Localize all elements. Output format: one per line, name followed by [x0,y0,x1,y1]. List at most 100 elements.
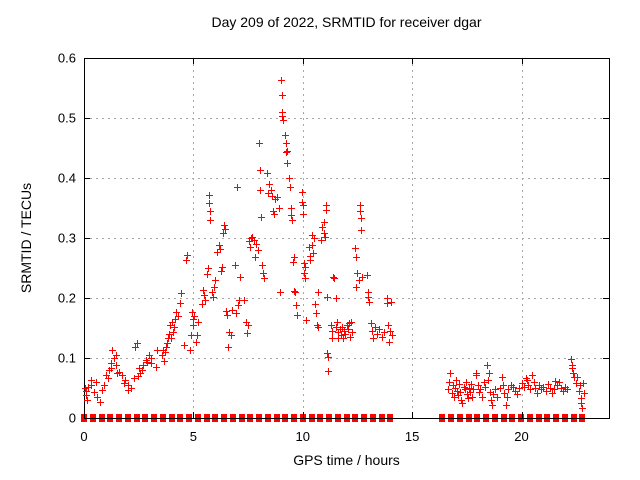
data-point [454,388,461,395]
data-point [521,384,528,391]
data-point [162,349,169,356]
data-point [259,262,266,269]
data-point [569,365,576,372]
data-point [291,254,298,261]
data-point [469,394,476,401]
grid-lines [84,58,609,418]
data-point [169,319,176,326]
data-point [113,352,120,359]
data-point [379,334,386,341]
data-point [188,332,195,339]
data-point [324,350,331,357]
data-point [256,140,263,147]
data-point [82,385,89,392]
data-point [389,332,396,339]
data-point [349,329,356,336]
data-point [205,265,212,272]
data-point [282,132,289,139]
data-point [99,387,106,394]
data-point [529,372,536,379]
data-point [131,375,138,382]
data-point [356,277,363,284]
data-point [477,386,484,393]
data-point [216,242,223,249]
data-point [175,313,182,320]
data-point [93,379,100,386]
data-point [365,294,372,301]
x-tick-label: 15 [405,429,419,444]
data-point [307,257,314,264]
data-point [353,254,360,261]
data-point [222,226,229,233]
data-point [325,368,332,375]
data-point [321,230,328,237]
data-point [370,335,377,342]
data-point [132,344,139,351]
data-point [251,237,258,244]
data-point [374,331,381,338]
data-point [171,324,178,331]
data-point [323,207,330,214]
data-point [163,344,170,351]
data-point [376,326,383,333]
data-point [204,271,211,278]
data-point [576,388,583,395]
data-point [206,200,213,207]
data-point [144,359,151,366]
data-point [505,386,512,393]
data-point [534,390,541,397]
data-point [456,381,463,388]
data-point [177,300,184,307]
data-point [536,382,543,389]
data-point [451,394,458,401]
data-point [339,324,346,331]
data-point [266,181,273,188]
data-point [358,215,365,222]
data-point [294,312,301,319]
data-point [134,340,141,347]
data-point [549,390,556,397]
data-point [388,299,395,306]
data-point [556,379,563,386]
data-point [547,385,554,392]
data-point [354,270,361,277]
data-point [486,370,493,377]
data-point [329,328,336,335]
data-point [331,275,338,282]
data-point [465,395,472,402]
data-point [457,389,464,396]
axes [84,58,610,419]
data-point [318,237,325,244]
data-point [366,299,373,306]
data-point [209,289,216,296]
data-point [183,257,190,264]
data-point [287,184,294,191]
data-point [279,113,286,120]
data-point [195,319,202,326]
x-tick-label: 10 [296,429,310,444]
data-point [466,385,473,392]
data-point [300,202,307,209]
data-point [221,222,228,229]
data-point [199,301,206,308]
y-tick-label: 0.6 [58,51,76,66]
data-point [313,310,320,317]
data-point [315,324,322,331]
data-point [105,375,112,382]
data-point [257,187,264,194]
data-point [324,294,331,301]
data-point [255,247,262,254]
data-point [292,289,299,296]
data-point [291,288,298,295]
data-point [220,230,227,237]
data-point [516,385,523,392]
data-point [353,284,360,291]
data-point [333,295,340,302]
data-point [299,189,306,196]
data-point [101,382,108,389]
data-point [277,289,284,296]
data-point [245,322,252,329]
data-point [247,244,254,251]
data-point [207,217,214,224]
